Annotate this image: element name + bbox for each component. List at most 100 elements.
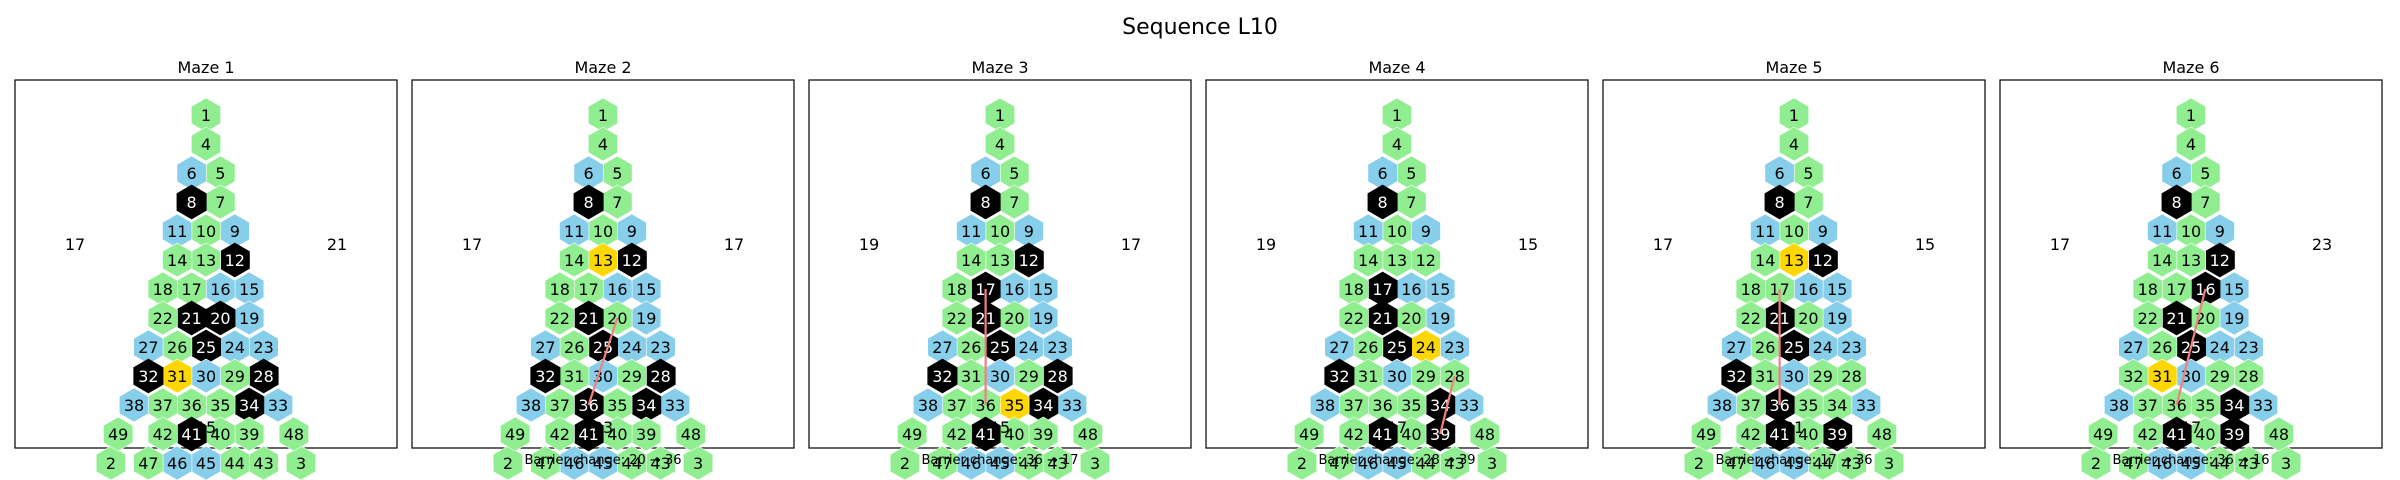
maze-cell bbox=[1367, 184, 1398, 220]
maze-cell-label: 15 bbox=[239, 280, 259, 299]
maze-cell-label: 38 bbox=[124, 396, 144, 415]
maze-cell-label: 5 bbox=[1406, 164, 1416, 183]
maze-cell-label: 33 bbox=[268, 396, 288, 415]
maze-cell-label: 3 bbox=[2281, 454, 2291, 473]
maze-cell-label: 13 bbox=[990, 251, 1010, 270]
bottom-side-label: 17 bbox=[2181, 418, 2201, 437]
bottom-side-label: 15 bbox=[196, 418, 216, 437]
maze-cell-label: 18 bbox=[550, 280, 570, 299]
maze-cell-label: 3 bbox=[1884, 454, 1894, 473]
maze-cell-label: 23 bbox=[1444, 338, 1464, 357]
figure-title: Sequence L10 bbox=[1122, 15, 1278, 40]
maze-cell-label: 28 bbox=[1841, 367, 1861, 386]
maze-cell-label: 2 bbox=[900, 454, 910, 473]
maze-cell-label: 2 bbox=[2091, 454, 2101, 473]
maze-cell-label: 28 bbox=[650, 367, 670, 386]
maze-cell bbox=[1353, 242, 1384, 278]
maze-cell bbox=[1324, 445, 1355, 480]
maze-cell-label: 49 bbox=[902, 425, 922, 444]
maze-cell-label: 16 bbox=[607, 280, 627, 299]
maze-cell-label: 3 bbox=[296, 454, 306, 473]
maze-cell-label: 6 bbox=[1378, 164, 1388, 183]
maze-cell bbox=[682, 445, 714, 480]
maze-cell bbox=[147, 416, 178, 452]
maze-cell-label: 48 bbox=[2269, 425, 2289, 444]
maze-cell-label: 36 bbox=[2166, 396, 2186, 415]
maze-cell-label: 5 bbox=[1009, 164, 1019, 183]
maze-cells: 1234567891011121314151617181920212223242… bbox=[2080, 97, 2302, 480]
maze-cell-label: 14 bbox=[167, 251, 187, 270]
maze-cell bbox=[1338, 300, 1369, 336]
right-side-label: 17 bbox=[1121, 235, 1141, 254]
maze-cell bbox=[927, 358, 958, 394]
maze-cell-label: 8 bbox=[187, 193, 197, 212]
maze-cell bbox=[2104, 387, 2134, 423]
maze-panel: Maze 312 34567891011121314151617181920212… bbox=[808, 58, 1192, 480]
maze-cell-label: 27 bbox=[138, 338, 158, 357]
maze-cell-label: 45 bbox=[593, 454, 613, 473]
maze-cell-label: 40 bbox=[210, 425, 230, 444]
maze-title: Maze 3 bbox=[971, 58, 1028, 77]
maze-cell-label: 29 bbox=[622, 367, 642, 386]
maze-cell-label: 16 bbox=[1004, 280, 1024, 299]
maze-cell-label: 40 bbox=[1401, 425, 1421, 444]
maze-cell bbox=[1764, 184, 1795, 220]
maze-cell-label: 25 bbox=[1784, 338, 1804, 357]
maze-cell-label: 36 bbox=[181, 396, 201, 415]
maze-cell bbox=[2118, 358, 2149, 394]
maze-cell-label: 46 bbox=[2152, 454, 2172, 473]
barrier-change-line bbox=[2175, 288, 2207, 406]
maze-cell-label: 49 bbox=[1696, 425, 1716, 444]
maze-cell-label: 26 bbox=[167, 338, 187, 357]
maze-title: Maze 6 bbox=[2162, 58, 2219, 77]
maze-cell-label: 27 bbox=[535, 338, 555, 357]
maze-cell bbox=[147, 300, 178, 336]
maze-cell-label: 20 bbox=[1004, 309, 1024, 328]
maze-cell bbox=[587, 126, 619, 162]
maze-cell-label: 45 bbox=[196, 454, 216, 473]
maze-cell-label: 19 bbox=[239, 309, 259, 328]
maze-cell-label: 6 bbox=[2172, 164, 2182, 183]
maze-cell-label: 48 bbox=[284, 425, 304, 444]
maze-cell bbox=[176, 184, 207, 220]
maze-cell bbox=[1691, 416, 1722, 452]
maze-cell-label: 19 bbox=[2224, 309, 2244, 328]
maze-cell-label: 22 bbox=[153, 309, 173, 328]
maze-cell bbox=[530, 358, 561, 394]
maze-cell-label: 9 bbox=[627, 222, 637, 241]
maze-cell-label: 11 bbox=[2152, 222, 2172, 241]
maze-cell-label: 39 bbox=[1430, 425, 1450, 444]
maze-cell-label: 17 bbox=[1372, 280, 1392, 299]
maze-cell-label: 31 bbox=[2152, 367, 2172, 386]
maze-cell-label: 11 bbox=[564, 222, 584, 241]
maze-cell-label: 14 bbox=[1358, 251, 1378, 270]
maze-cell-label: 34 bbox=[1033, 396, 1053, 415]
maze-cell-label: 10 bbox=[1784, 222, 1804, 241]
maze-cell-label: 7 bbox=[1406, 193, 1416, 212]
maze-cell-label: 18 bbox=[2138, 280, 2158, 299]
maze-cell-label: 46 bbox=[1755, 454, 1775, 473]
maze-cell-label: 35 bbox=[1401, 396, 1421, 415]
maze-cell bbox=[2080, 445, 2111, 480]
maze-cell-label: 12 bbox=[1416, 251, 1436, 270]
maze-cell-label: 37 bbox=[947, 396, 967, 415]
maze-title: Maze 5 bbox=[1765, 58, 1822, 77]
maze-cell-label: 29 bbox=[2210, 367, 2230, 386]
maze-cell bbox=[191, 126, 221, 162]
maze-cell bbox=[1310, 387, 1340, 423]
maze-cell-label: 49 bbox=[505, 425, 525, 444]
maze-cell-label: 36 bbox=[1769, 396, 1789, 415]
maze-cell-label: 39 bbox=[1827, 425, 1847, 444]
maze-cell-label: 13 bbox=[593, 251, 613, 270]
maze-cell-label: 11 bbox=[1755, 222, 1775, 241]
maze-cell-label: 23 bbox=[1841, 338, 1861, 357]
maze-cell-label: 46 bbox=[564, 454, 584, 473]
maze-cell-label: 37 bbox=[153, 396, 173, 415]
maze-cell-label: 44 bbox=[225, 454, 245, 473]
maze-cell-label: 31 bbox=[1358, 367, 1378, 386]
maze-cell-label: 12 bbox=[622, 251, 642, 270]
maze-cell bbox=[941, 300, 972, 336]
maze-cell-label: 32 bbox=[2123, 367, 2143, 386]
maze-cell-label: 22 bbox=[550, 309, 570, 328]
maze-cell-label: 14 bbox=[564, 251, 584, 270]
